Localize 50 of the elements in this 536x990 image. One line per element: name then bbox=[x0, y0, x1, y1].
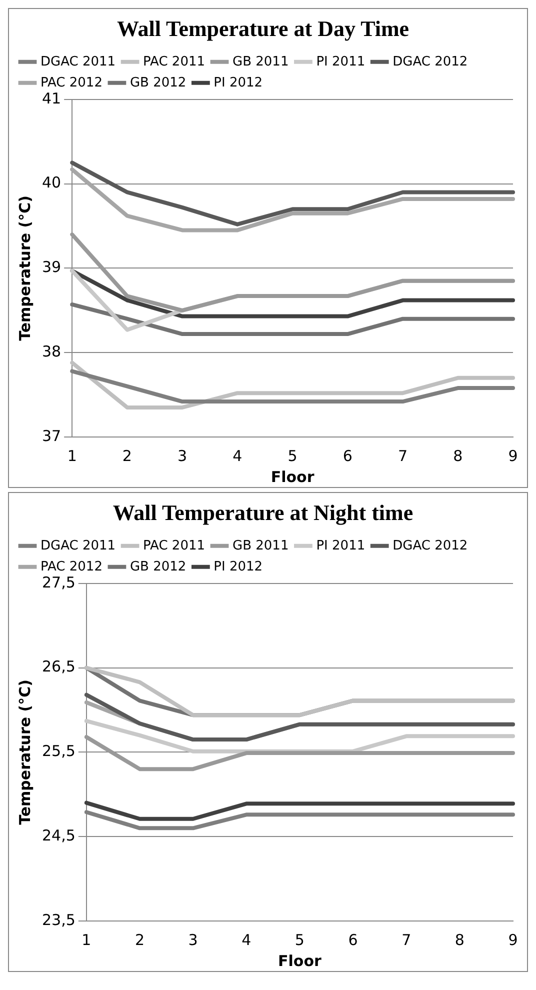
x-tick-label: 7 bbox=[398, 446, 408, 465]
y-axis-title: Temperature (°C) bbox=[16, 196, 34, 341]
legend-label: GB 2012 bbox=[130, 559, 186, 574]
x-tick-label: 3 bbox=[188, 930, 198, 949]
legend-label: PI 2012 bbox=[214, 75, 263, 90]
y-tick-label: 37 bbox=[42, 426, 62, 445]
x-tick-label: 6 bbox=[348, 930, 358, 949]
x-tick-label: 8 bbox=[453, 446, 463, 465]
legend-label: PI 2011 bbox=[316, 54, 366, 70]
legend-label: DGAC 2011 bbox=[40, 54, 116, 70]
y-tick-label: 41 bbox=[42, 89, 62, 108]
x-axis-title: Floor bbox=[270, 468, 315, 486]
legend-label: GB 2011 bbox=[232, 538, 289, 554]
chart-title: Wall Temperature at Day Time bbox=[116, 16, 410, 41]
legend-label: PAC 2011 bbox=[143, 54, 206, 70]
y-tick-label: 24,5 bbox=[42, 826, 76, 844]
legend-label: DGAC 2011 bbox=[40, 538, 116, 554]
legend-label: DGAC 2012 bbox=[392, 538, 468, 554]
y-tick-label: 38 bbox=[42, 342, 62, 360]
y-tick-label: 39 bbox=[42, 258, 62, 276]
legend-label: PI 2011 bbox=[316, 538, 366, 554]
legend-label: DGAC 2012 bbox=[392, 54, 468, 70]
legend-label: GB 2011 bbox=[232, 54, 289, 70]
x-tick-label: 7 bbox=[402, 930, 412, 949]
x-tick-label: 4 bbox=[242, 930, 252, 949]
y-tick-label: 26,5 bbox=[42, 658, 76, 676]
y-axis-title: Temperature (°C) bbox=[16, 680, 34, 825]
legend-label: PAC 2012 bbox=[40, 75, 102, 90]
x-axis-title: Floor bbox=[278, 952, 322, 970]
x-tick-label: 1 bbox=[82, 930, 92, 949]
legend-label: PI 2012 bbox=[214, 559, 263, 574]
y-tick-label: 27,5 bbox=[42, 573, 76, 592]
x-tick-label: 6 bbox=[342, 446, 352, 465]
x-tick-label: 5 bbox=[288, 446, 298, 465]
x-tick-label: 9 bbox=[508, 446, 518, 465]
x-tick-label: 2 bbox=[122, 446, 132, 465]
x-tick-label: 5 bbox=[294, 930, 304, 949]
y-tick-label: 25,5 bbox=[42, 742, 76, 760]
legend-label: GB 2012 bbox=[130, 75, 186, 90]
x-tick-label: 3 bbox=[178, 446, 188, 465]
legend-label: PAC 2012 bbox=[40, 559, 102, 574]
y-tick-label: 40 bbox=[42, 174, 62, 192]
x-tick-label: 4 bbox=[232, 446, 242, 465]
y-tick-label: 23,5 bbox=[42, 910, 76, 929]
x-tick-label: 8 bbox=[454, 930, 464, 949]
legend-label: PAC 2011 bbox=[143, 538, 206, 554]
x-tick-label: 2 bbox=[134, 930, 144, 949]
chart-title: Wall Temperature at Night time bbox=[112, 500, 414, 525]
x-tick-label: 9 bbox=[508, 930, 518, 949]
x-tick-label: 1 bbox=[67, 446, 77, 465]
